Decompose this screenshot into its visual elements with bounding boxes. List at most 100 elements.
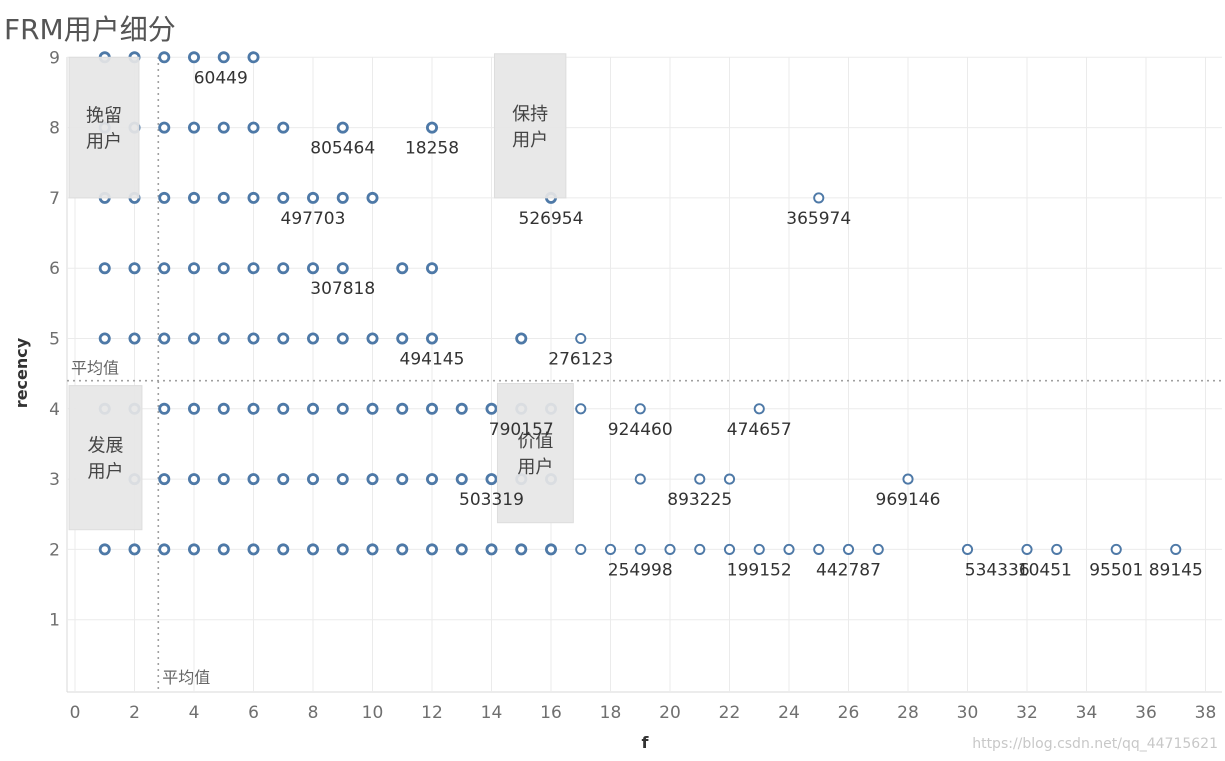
data-point [187, 473, 200, 486]
data-point [366, 191, 379, 204]
data-point [306, 191, 319, 204]
data-label: 969146 [876, 490, 941, 510]
watermark: https://blog.csdn.net/qq_44715621 [972, 736, 1218, 752]
data-point [396, 543, 409, 556]
segment-label-line1: 价值 [517, 431, 553, 452]
data-point [485, 473, 498, 486]
data-point [336, 543, 349, 556]
data-point [306, 332, 319, 345]
data-point [902, 473, 914, 485]
data-point [128, 262, 141, 275]
data-point [277, 543, 290, 556]
data-point [98, 262, 111, 275]
y-tick-label: 1 [49, 611, 60, 631]
data-label: 474657 [727, 420, 792, 440]
data-point [217, 402, 230, 415]
data-label: 276123 [548, 350, 613, 370]
data-labels: 60449 805464 18258 497703 526954 365974 307818… [194, 68, 1203, 580]
data-point [158, 332, 171, 345]
data-point [187, 121, 200, 134]
data-point [128, 543, 141, 556]
data-point [158, 402, 171, 415]
data-point [455, 543, 468, 556]
segment-label-line2: 用户 [517, 457, 553, 478]
x-tick-label: 4 [189, 703, 200, 723]
mean-label-f: 平均值 [162, 668, 210, 687]
data-point [217, 121, 230, 134]
data-point [396, 262, 409, 275]
x-tick-label: 0 [70, 703, 81, 723]
segment-box [68, 56, 140, 199]
data-point [396, 332, 409, 345]
x-tick-label: 8 [308, 703, 319, 723]
data-point [187, 262, 200, 275]
x-tick-label: 32 [1016, 703, 1038, 723]
data-point [664, 543, 676, 555]
data-label: 503319 [459, 490, 524, 510]
data-label: 254998 [608, 560, 673, 580]
segment-label-line2: 用户 [87, 462, 123, 483]
data-point [813, 192, 825, 204]
data-point [247, 543, 260, 556]
data-label: 307818 [310, 279, 375, 299]
data-point [396, 402, 409, 415]
data-point [455, 402, 468, 415]
y-tick-label: 8 [49, 119, 60, 139]
data-point [425, 473, 438, 486]
data-point [247, 51, 260, 64]
x-tick-label: 36 [1135, 703, 1157, 723]
x-tick-label: 16 [540, 703, 562, 723]
data-point [425, 332, 438, 345]
x-tick-label: 14 [481, 703, 503, 723]
data-point [217, 191, 230, 204]
data-point [187, 332, 200, 345]
data-point [128, 332, 141, 345]
data-point [187, 51, 200, 64]
data-point [158, 473, 171, 486]
data-label: 18258 [405, 139, 459, 159]
data-label: 10451 [1018, 560, 1072, 580]
x-tick-label: 2 [129, 703, 140, 723]
y-tick-label: 9 [49, 48, 60, 68]
data-point [98, 332, 111, 345]
data-point [277, 473, 290, 486]
data-point [634, 543, 646, 555]
x-tick-label: 34 [1076, 703, 1098, 723]
data-point [187, 402, 200, 415]
data-point [1051, 543, 1063, 555]
x-tick-label: 18 [600, 703, 622, 723]
data-point [247, 402, 260, 415]
data-point [336, 191, 349, 204]
y-axis-title: recency [12, 337, 31, 408]
data-point [217, 51, 230, 64]
data-label: 893225 [667, 490, 732, 510]
x-tick-label: 24 [778, 703, 800, 723]
data-point [813, 543, 825, 555]
axis-ticks: 0 2 4 6 8 10 12 14 16 18 20 22 24 26 28 30 32 34 36 3812345… [49, 48, 1216, 723]
data-point [694, 473, 706, 485]
data-point [336, 402, 349, 415]
x-tick-label: 12 [421, 703, 443, 723]
x-tick-label: 6 [248, 703, 259, 723]
y-tick-label: 4 [49, 400, 60, 420]
segment-label-line1: 保持 [512, 104, 548, 125]
data-point [485, 543, 498, 556]
data-point [575, 332, 587, 345]
data-point [336, 121, 349, 134]
data-point [604, 543, 617, 555]
y-tick-label: 7 [49, 189, 60, 209]
data-point [1021, 543, 1033, 555]
data-point [158, 121, 171, 134]
data-point [247, 121, 260, 134]
segment-box [496, 382, 574, 524]
data-label: 790157 [489, 420, 554, 440]
x-tick-label: 22 [719, 703, 741, 723]
data-point [575, 403, 587, 415]
data-point [723, 473, 736, 485]
segment-label-line2: 用户 [86, 132, 122, 153]
mean-label-recency: 平均值 [71, 359, 119, 378]
data-label: 924460 [608, 420, 673, 440]
data-point [277, 262, 290, 275]
data-point [158, 543, 171, 556]
